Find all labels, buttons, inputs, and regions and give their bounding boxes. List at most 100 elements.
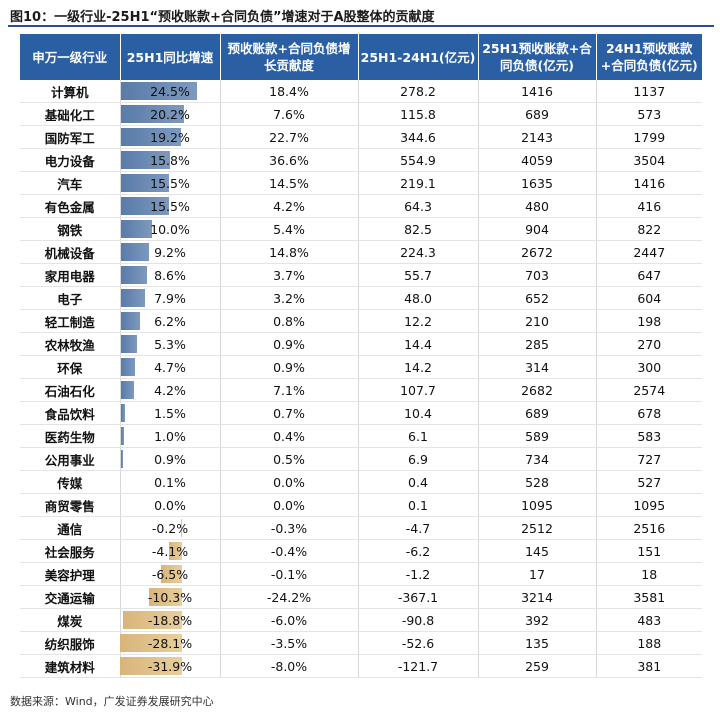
table-row: 计算机 24.5% 18.4% 278.2 1416 1137 <box>20 80 702 103</box>
cell-contrib: 36.6% <box>220 148 359 172</box>
cell-yoy: 8.6% <box>120 263 221 287</box>
cell-h1-24: 1416 <box>596 171 702 195</box>
cell-diff: 55.7 <box>358 263 479 287</box>
cell-contrib: 3.2% <box>220 286 359 310</box>
table-row: 环保 4.7% 0.9% 14.2 314 300 <box>20 355 702 379</box>
cell-yoy: 20.2% <box>120 102 221 126</box>
cell-industry: 建筑材料 <box>20 654 121 678</box>
cell-h1-24: 381 <box>596 654 702 678</box>
cell-contrib: 0.0% <box>220 470 359 494</box>
yoy-value: -10.3% <box>147 589 193 605</box>
yoy-value: -28.1% <box>147 635 193 651</box>
positive-bar <box>120 312 140 330</box>
cell-h1-25: 17 <box>478 562 597 586</box>
cell-industry: 公用事业 <box>20 447 121 471</box>
yoy-value: 6.2% <box>154 313 186 329</box>
table-row: 通信 -0.2% -0.3% -4.7 2512 2516 <box>20 516 702 540</box>
yoy-value: 4.2% <box>154 382 186 398</box>
cell-h1-24: 527 <box>596 470 702 494</box>
cell-h1-24: 3581 <box>596 585 702 609</box>
table-row: 食品饮料 1.5% 0.7% 10.4 689 678 <box>20 401 702 425</box>
cell-yoy: -31.9% <box>119 654 221 678</box>
cell-yoy: 15.5% <box>120 171 221 195</box>
cell-industry: 电子 <box>20 286 121 310</box>
positive-bar <box>120 404 126 422</box>
cell-yoy: 10.0% <box>120 217 221 241</box>
positive-bar <box>120 151 171 169</box>
cell-h1-24: 1095 <box>596 493 702 517</box>
cell-contrib: 14.8% <box>220 240 359 264</box>
cell-yoy: -0.2% <box>120 516 221 540</box>
cell-diff: 48.0 <box>358 286 479 310</box>
positive-bar <box>120 174 170 192</box>
cell-h1-25: 2672 <box>478 240 597 264</box>
cell-contrib: -3.5% <box>220 631 359 655</box>
cell-contrib: 14.5% <box>220 171 359 195</box>
header-yoy: 25H1同比增速 <box>120 34 221 80</box>
cell-industry: 轻工制造 <box>20 309 121 333</box>
header-h1-24: 24H1预收账款+合同负债(亿元) <box>596 34 702 80</box>
cell-contrib: -0.4% <box>220 539 359 563</box>
yoy-value: 7.9% <box>154 290 186 306</box>
cell-yoy: 4.7% <box>120 355 221 379</box>
cell-yoy: -10.3% <box>120 585 221 609</box>
cell-h1-24: 727 <box>596 447 702 471</box>
cell-h1-25: 2512 <box>478 516 597 540</box>
cell-h1-25: 1635 <box>478 171 597 195</box>
cell-industry: 美容护理 <box>20 562 121 586</box>
yoy-value: 15.5% <box>150 198 190 214</box>
cell-h1-24: 270 <box>596 332 702 356</box>
positive-bar <box>120 358 136 376</box>
header-diff: 25H1-24H1(亿元) <box>358 34 479 80</box>
cell-contrib: 7.6% <box>220 102 359 126</box>
negative-bar <box>119 657 182 675</box>
cell-contrib: 0.8% <box>220 309 359 333</box>
cell-contrib: 4.2% <box>220 194 359 218</box>
cell-diff: 0.4 <box>358 470 479 494</box>
cell-h1-25: 734 <box>478 447 597 471</box>
cell-h1-25: 528 <box>478 470 597 494</box>
cell-diff: -1.2 <box>358 562 479 586</box>
cell-diff: 554.9 <box>358 148 479 172</box>
cell-h1-25: 4059 <box>478 148 597 172</box>
cell-yoy: 15.5% <box>120 194 221 218</box>
cell-diff: 278.2 <box>358 80 479 103</box>
cell-yoy: 6.2% <box>120 309 221 333</box>
cell-contrib: -8.0% <box>220 654 359 678</box>
table-row: 传媒 0.1% 0.0% 0.4 528 527 <box>20 470 702 494</box>
cell-h1-25: 1095 <box>478 493 597 517</box>
cell-diff: 115.8 <box>358 102 479 126</box>
table-row: 国防军工 19.2% 22.7% 344.6 2143 1799 <box>20 125 702 149</box>
cell-h1-25: 652 <box>478 286 597 310</box>
cell-h1-25: 210 <box>478 309 597 333</box>
table-row: 有色金属 15.5% 4.2% 64.3 480 416 <box>20 194 702 218</box>
cell-yoy: -6.5% <box>120 562 221 586</box>
cell-industry: 食品饮料 <box>20 401 121 425</box>
cell-h1-24: 2447 <box>596 240 702 264</box>
cell-h1-24: 604 <box>596 286 702 310</box>
cell-industry: 纺织服饰 <box>20 631 121 655</box>
positive-bar <box>120 335 138 353</box>
cell-h1-25: 259 <box>478 654 597 678</box>
cell-h1-25: 392 <box>478 608 597 632</box>
cell-h1-25: 480 <box>478 194 597 218</box>
cell-yoy: -18.8% <box>120 608 221 632</box>
cell-h1-24: 3504 <box>596 148 702 172</box>
cell-industry: 汽车 <box>20 171 121 195</box>
yoy-value: 15.8% <box>150 152 190 168</box>
yoy-value: -18.8% <box>147 612 193 628</box>
yoy-value: 1.0% <box>154 428 186 444</box>
cell-diff: 82.5 <box>358 217 479 241</box>
cell-h1-24: 822 <box>596 217 702 241</box>
cell-h1-25: 2682 <box>478 378 597 402</box>
yoy-value: 5.3% <box>154 336 186 352</box>
cell-h1-24: 198 <box>596 309 702 333</box>
positive-bar <box>120 197 170 215</box>
yoy-value: 1.5% <box>154 405 186 421</box>
cell-h1-25: 1416 <box>478 80 597 103</box>
cell-h1-24: 573 <box>596 102 702 126</box>
cell-industry: 钢铁 <box>20 217 121 241</box>
cell-industry: 农林牧渔 <box>20 332 121 356</box>
positive-bar <box>120 128 181 146</box>
cell-h1-25: 135 <box>478 631 597 655</box>
